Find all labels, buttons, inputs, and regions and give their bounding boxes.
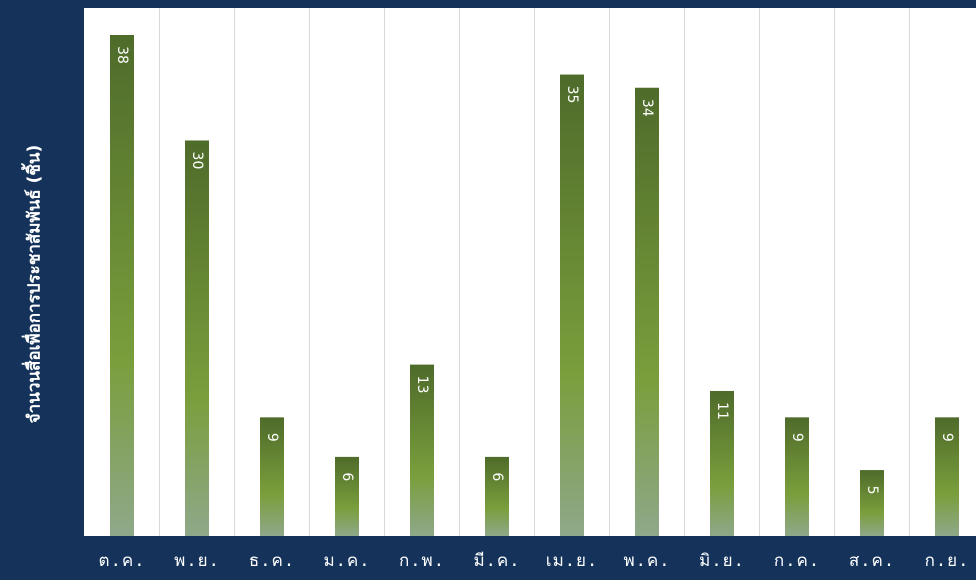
x-tick-label-9: มิ.ย. (699, 551, 745, 571)
plot-area (84, 8, 976, 536)
bar-6 (485, 456, 509, 536)
bar-12 (935, 417, 959, 536)
x-tick-label-4: ม.ค. (323, 551, 370, 571)
data-label-8: 34 (639, 99, 655, 117)
bar-9 (710, 390, 734, 536)
x-tick-label-10: ก.ค. (774, 551, 820, 571)
data-label-2: 30 (189, 152, 205, 170)
x-tick-label-11: ส.ค. (849, 551, 895, 571)
x-tick-label-1: ต.ค. (99, 551, 146, 571)
x-tick-label-12: ก.ย. (925, 551, 970, 571)
x-tick-label-5: ก.พ. (399, 551, 445, 571)
x-tick-label-7: เม.ย. (546, 551, 598, 571)
data-label-12: 9 (939, 433, 955, 442)
bar-7 (560, 74, 584, 536)
bar-10 (785, 417, 809, 536)
bar-4 (335, 456, 359, 536)
x-tick-label-2: พ.ย. (174, 551, 220, 571)
bar-3 (260, 417, 284, 536)
bar-2 (185, 140, 209, 536)
data-label-4: 6 (339, 472, 355, 481)
data-label-11: 5 (864, 486, 880, 495)
bar-1 (110, 35, 134, 536)
data-label-7: 35 (564, 86, 580, 104)
bar-8 (635, 87, 659, 536)
data-label-5: 13 (414, 376, 430, 394)
x-tick-label-3: ธ.ค. (249, 551, 295, 571)
data-label-1: 38 (114, 46, 130, 64)
data-label-6: 6 (489, 472, 505, 481)
data-label-9: 11 (714, 402, 730, 420)
data-label-3: 9 (264, 433, 280, 442)
data-label-10: 9 (789, 433, 805, 442)
x-tick-label-8: พ.ค. (623, 551, 670, 571)
bar-11 (860, 470, 884, 536)
bar-5 (410, 364, 434, 536)
x-tick-label-6: มี.ค. (473, 551, 520, 571)
